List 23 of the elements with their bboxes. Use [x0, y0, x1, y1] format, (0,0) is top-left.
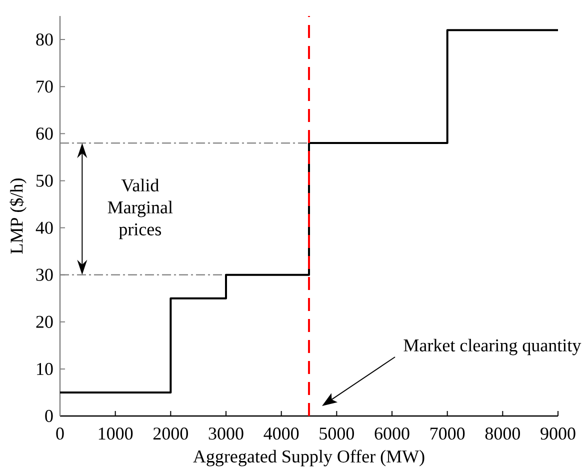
- x-tick-label: 2000: [153, 428, 188, 440]
- y-tick-label: 70: [36, 80, 53, 93]
- y-tick-label: 60: [36, 128, 53, 140]
- annotation: Market clearing quantity: [404, 338, 582, 356]
- x-axis-title: Aggregated Supply Offer (MW): [193, 450, 424, 466]
- x-tick-label: 7000: [430, 428, 465, 440]
- x-tick-label: 0: [56, 428, 64, 440]
- y-tick-label: 0: [45, 410, 53, 422]
- y-tick-label: 10: [37, 362, 53, 376]
- y-tick-label: 40: [36, 222, 53, 234]
- x-tick-label: 6000: [374, 428, 410, 440]
- y-tick-label: 50: [36, 174, 53, 187]
- y-tick-label: 80: [36, 33, 53, 46]
- x-tick-label: 1000: [98, 428, 133, 440]
- x-tick-label: 8000: [485, 428, 520, 440]
- x-tick-label: 4000: [264, 428, 299, 440]
- x-tick-label: 9000: [540, 428, 576, 440]
- x-tick-label: 3000: [208, 428, 244, 440]
- y-tick-label: 30: [36, 268, 53, 281]
- y-axis-title: LMP ($/h): [10, 178, 26, 254]
- y-tick-label: 20: [36, 316, 53, 328]
- annotation: Valid Marginal prices: [108, 178, 173, 240]
- x-tick-label: 5000: [320, 428, 354, 440]
